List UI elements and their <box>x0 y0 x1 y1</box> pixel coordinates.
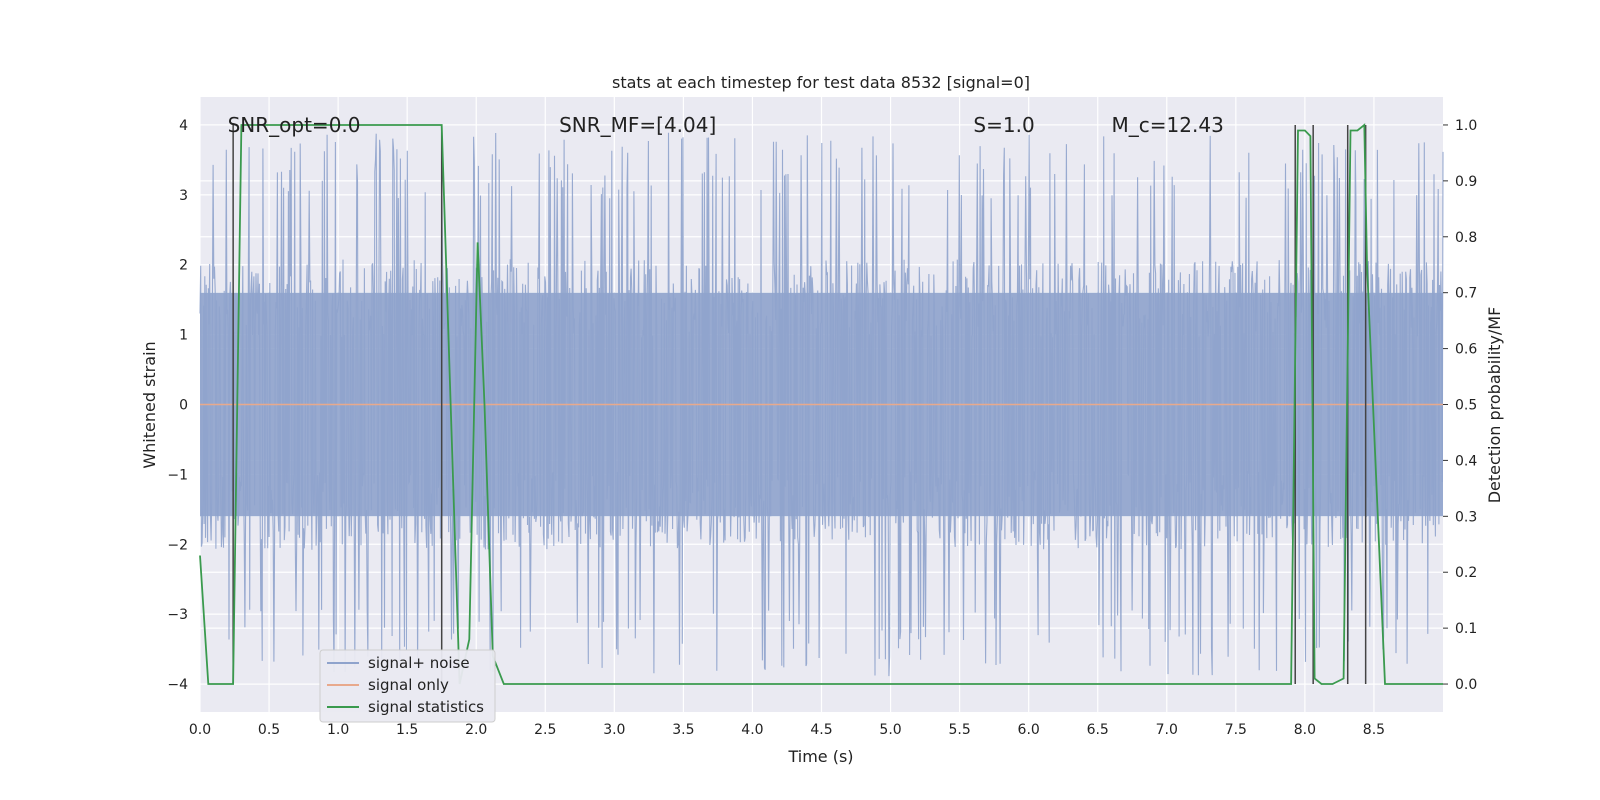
chart-title: stats at each timestep for test data 853… <box>612 73 1030 92</box>
annotation-chirp-mass: M_c=12.43 <box>1112 113 1224 137</box>
legend-box <box>319 649 496 723</box>
y-axis-label-left: Whitened strain <box>140 341 159 468</box>
x-axis-label: Time (s) <box>787 747 853 766</box>
x-tick-label-13: 6.5 <box>1087 722 1109 738</box>
x-tick-label-12: 6.0 <box>1018 722 1040 738</box>
annotation-snr-mf: SNR_MF=[4.04] <box>559 113 716 137</box>
y-right-tick-label-0: 0.0 <box>1455 677 1477 693</box>
y-right-tick-label-1: 0.1 <box>1455 621 1477 637</box>
x-tick-label-16: 8.0 <box>1294 722 1316 738</box>
signal-statistics-line <box>199 123 1443 685</box>
y-tick-label-3: −1 <box>167 467 188 483</box>
y-tick-label-2: −2 <box>167 537 188 553</box>
y-tick-label-8: 4 <box>179 118 188 134</box>
y-right-tick-label-5: 0.5 <box>1455 398 1477 414</box>
annotation-snr-opt: SNR_opt=0.0 <box>228 113 361 137</box>
y-tick-label-6: 2 <box>179 258 188 274</box>
y-right-tick-label-4: 0.4 <box>1455 453 1477 469</box>
legend-label-signal: signal only <box>368 676 449 694</box>
x-tick-label-15: 7.5 <box>1225 722 1247 738</box>
annotation-s-value: S=1.0 <box>973 113 1034 137</box>
x-tick-label-4: 2.0 <box>465 722 487 738</box>
x-tick-label-8: 4.0 <box>741 722 763 738</box>
x-tick-label-3: 1.5 <box>396 722 418 738</box>
tick-labels: 0.0 0.5 1.0 1.5 2.0 2.5 3.0 3.5 4.0 4.5 5.0 5.5 6.0 6… <box>167 118 1477 738</box>
y-tick-label-4: 0 <box>179 398 188 414</box>
x-tick-label-0: 0.0 <box>189 722 211 738</box>
x-tick-label-6: 3.0 <box>603 722 625 738</box>
y-tick-label-5: 1 <box>179 328 188 344</box>
y-right-tick-label-3: 0.3 <box>1455 509 1477 525</box>
x-tick-label-11: 5.5 <box>948 722 970 738</box>
y-tick-label-0: −4 <box>167 677 188 693</box>
y-axis-label-right: Detection probability/MF <box>1485 307 1504 504</box>
legend: signal+ noise signal only signal statist… <box>319 649 496 723</box>
y-right-tick-label-2: 0.2 <box>1455 565 1477 581</box>
y-right-tick-label-10: 1.0 <box>1455 118 1477 134</box>
x-tick-label-2: 1.0 <box>327 722 349 738</box>
y-tick-label-7: 3 <box>179 188 188 204</box>
y-right-tick-label-9: 0.9 <box>1455 174 1477 190</box>
y-right-tick-label-6: 0.6 <box>1455 342 1477 358</box>
legend-label-noise: signal+ noise <box>368 654 470 672</box>
signal-statistics-series <box>199 123 1443 685</box>
y-tick-label-1: −3 <box>167 607 188 623</box>
x-tick-label-9: 4.5 <box>810 722 832 738</box>
legend-label-statistics: signal statistics <box>368 698 484 716</box>
x-tick-label-5: 2.5 <box>534 722 556 738</box>
y-right-tick-label-8: 0.8 <box>1455 230 1477 246</box>
x-tick-label-10: 5.0 <box>879 722 901 738</box>
x-tick-label-7: 3.5 <box>672 722 694 738</box>
annotations: SNR_opt=0.0 SNR_MF=[4.04] S=1.0 M_c=12.43 <box>228 113 1224 137</box>
x-tick-label-17: 8.5 <box>1363 722 1385 738</box>
x-tick-label-14: 7.0 <box>1156 722 1178 738</box>
y-right-tick-label-7: 0.7 <box>1455 286 1477 302</box>
x-tick-label-1: 0.5 <box>258 722 280 738</box>
